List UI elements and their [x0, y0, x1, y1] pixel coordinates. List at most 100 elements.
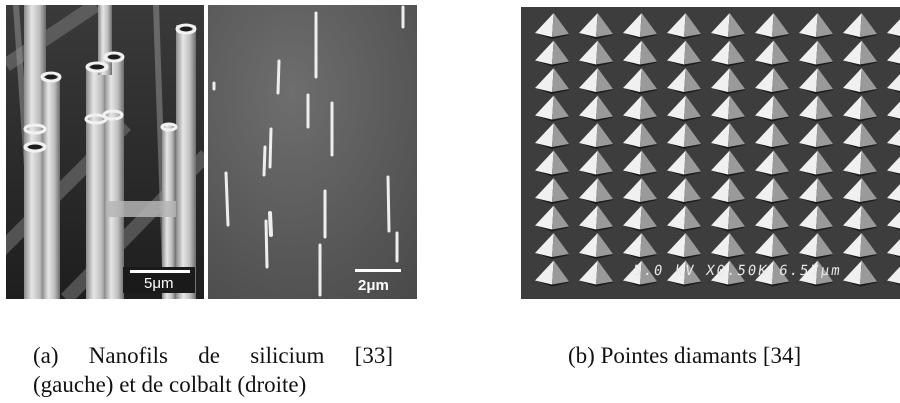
diamond-tip	[711, 233, 745, 259]
diamond-tip	[579, 233, 613, 259]
diamond-tip	[535, 123, 569, 149]
diamond-tip	[579, 123, 613, 149]
diamond-tip	[711, 150, 745, 177]
diamond-tip	[755, 95, 789, 122]
cobalt-nanowires-drawing	[208, 5, 417, 299]
diamond-tip	[535, 68, 569, 94]
diamond-tip	[843, 95, 877, 122]
diamond-tip	[755, 260, 789, 287]
diamond-tip	[711, 13, 745, 39]
diamond-tip	[887, 101, 900, 121]
caption-a-word: (a)	[33, 343, 59, 368]
scale-bar	[355, 269, 401, 272]
diamond-tip	[799, 178, 833, 204]
diamond-tip	[535, 95, 569, 122]
diamond-tip	[623, 178, 657, 204]
diamond-tip	[667, 40, 701, 67]
diamond-tip	[623, 260, 657, 287]
diamond-tip	[843, 178, 877, 204]
scale-bar-label: 5μm	[144, 275, 174, 292]
diamond-tip	[887, 46, 900, 66]
diamond-tip	[887, 184, 900, 203]
diamond-tip	[799, 233, 833, 259]
caption-a-line2: (gauche) et de colbalt (droite)	[33, 372, 307, 397]
diamond-tip	[887, 156, 900, 176]
diamond-tip	[623, 205, 657, 232]
caption-a-word: de	[198, 343, 220, 368]
diamond-tip	[667, 178, 701, 204]
diamond-tip	[711, 123, 745, 149]
diamond-tip	[755, 123, 789, 149]
diamond-tip	[799, 95, 833, 122]
diamond-tip	[799, 13, 833, 39]
diamond-tip	[535, 13, 569, 39]
diamond-tip	[843, 150, 877, 177]
diamond-tip	[579, 178, 613, 204]
diamond-tip	[755, 150, 789, 177]
diamond-tip	[667, 150, 701, 177]
diamond-tip	[755, 178, 789, 204]
diamond-tip	[623, 68, 657, 94]
diamond-tip	[579, 68, 613, 94]
diamond-tip	[711, 40, 745, 67]
silicon-nanowires-drawing	[6, 5, 204, 299]
diamond-tip	[623, 40, 657, 67]
diamond-tip	[799, 260, 833, 287]
diamond-tip	[887, 211, 900, 231]
diamond-tip	[843, 40, 877, 67]
diamond-tip	[711, 95, 745, 122]
diamond-tip	[799, 123, 833, 149]
diamond-tip	[535, 260, 569, 287]
diamond-tip	[755, 233, 789, 259]
diamond-tip	[755, 68, 789, 94]
diamond-tip	[579, 40, 613, 67]
diamond-tip	[799, 68, 833, 94]
silicon-nanowires-micrograph: 5μm	[6, 5, 204, 299]
scale-bar	[130, 270, 190, 273]
diamond-tip	[755, 40, 789, 67]
diamond-tip	[535, 205, 569, 232]
caption-a-line1: (a) Nanofils de silicium [33]	[33, 341, 393, 370]
diamond-tip	[579, 260, 613, 287]
caption-b: (b) Pointes diamants [34]	[568, 343, 802, 368]
caption-a-word: silicium	[250, 343, 325, 368]
diamond-tip	[843, 123, 877, 149]
diamond-tip	[623, 123, 657, 149]
caption-a: (a) Nanofils de silicium [33] (gauche) e…	[33, 341, 393, 399]
diamond-tip	[667, 233, 701, 259]
diamond-tip	[843, 205, 877, 232]
diamond-tips-array	[521, 7, 900, 299]
diamond-tip	[667, 13, 701, 39]
diamond-tip	[887, 19, 900, 38]
diamond-tip	[843, 68, 877, 94]
diamond-tip	[535, 178, 569, 204]
diamond-tips-micrograph: 5.0 kV X0.50K 6.57μm	[521, 7, 900, 299]
cobalt-nanowires-micrograph: 2μm	[208, 5, 417, 299]
scale-bar-label: 2μm	[358, 277, 389, 294]
diamond-tip	[667, 205, 701, 232]
sem-imprint: 5.0 kV X0.50K 6.57μm	[631, 263, 843, 279]
diamond-tip	[755, 13, 789, 39]
diamond-tip	[843, 260, 877, 287]
diamond-tip	[887, 74, 900, 93]
diamond-tip	[711, 178, 745, 204]
diamond-tip	[711, 68, 745, 94]
diamond-tip	[667, 68, 701, 94]
diamond-tip	[667, 260, 701, 287]
diamond-tip	[579, 95, 613, 122]
diamond-tip	[799, 150, 833, 177]
diamond-tip	[623, 150, 657, 177]
diamond-tip	[843, 13, 877, 39]
diamond-tip	[623, 13, 657, 39]
caption-a-word: [33]	[354, 343, 393, 368]
diamond-tip	[799, 40, 833, 67]
diamond-tip	[843, 233, 877, 259]
diamond-tip	[667, 123, 701, 149]
diamond-tip	[623, 233, 657, 259]
diamond-tip	[667, 95, 701, 122]
diamond-tip	[887, 239, 900, 258]
diamond-tip	[535, 150, 569, 177]
diamond-tip	[755, 205, 789, 232]
diamond-tip	[535, 233, 569, 259]
diamond-tip	[535, 40, 569, 67]
